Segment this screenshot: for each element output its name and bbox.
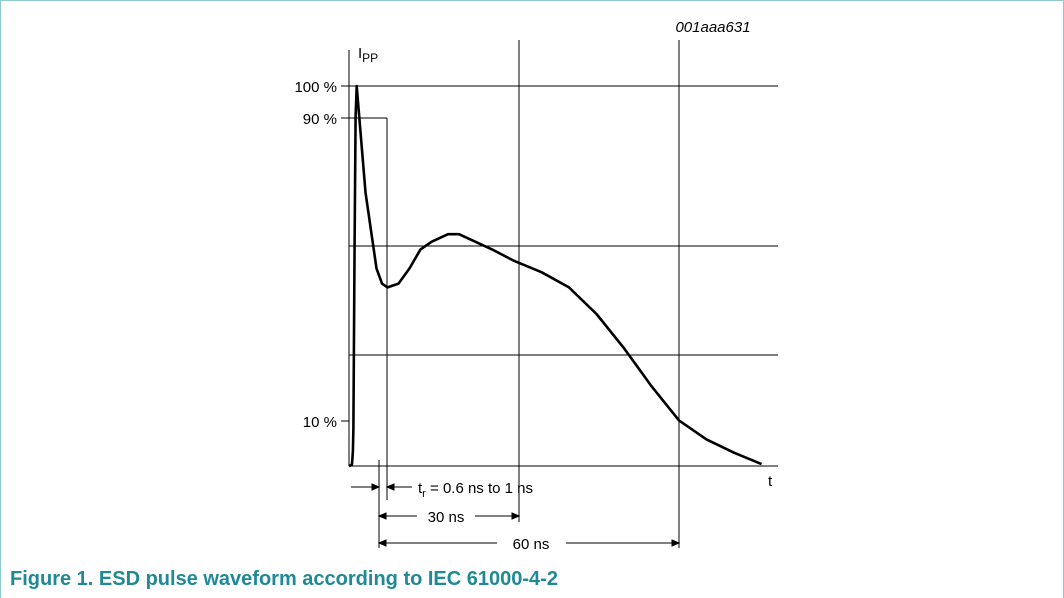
arrowhead-30ns-left — [377, 512, 387, 520]
rise-arrowhead-right — [385, 483, 395, 491]
ytick-100: 100 % — [294, 79, 337, 96]
x-axis-label: t — [768, 473, 773, 490]
arrowhead-30ns-right — [511, 512, 521, 520]
waveform-series — [348, 84, 762, 468]
rise-time-annotation: tr = 0.6 ns to 1 ns — [418, 480, 533, 500]
y-axis-label: IPP — [358, 45, 378, 65]
annotation-30ns: 30 ns — [428, 509, 465, 526]
figure-id-label: 001aaa631 — [675, 19, 750, 36]
arrowhead-60ns-right — [671, 539, 681, 547]
arrowhead-60ns-left — [377, 539, 387, 547]
ytick-10: 10 % — [303, 414, 337, 431]
rise-arrowhead-left — [371, 483, 381, 491]
ytick-90: 90 % — [303, 111, 337, 128]
figure-caption: Figure 1. ESD pulse waveform according t… — [10, 568, 558, 590]
annotation-60ns: 60 ns — [513, 536, 550, 553]
